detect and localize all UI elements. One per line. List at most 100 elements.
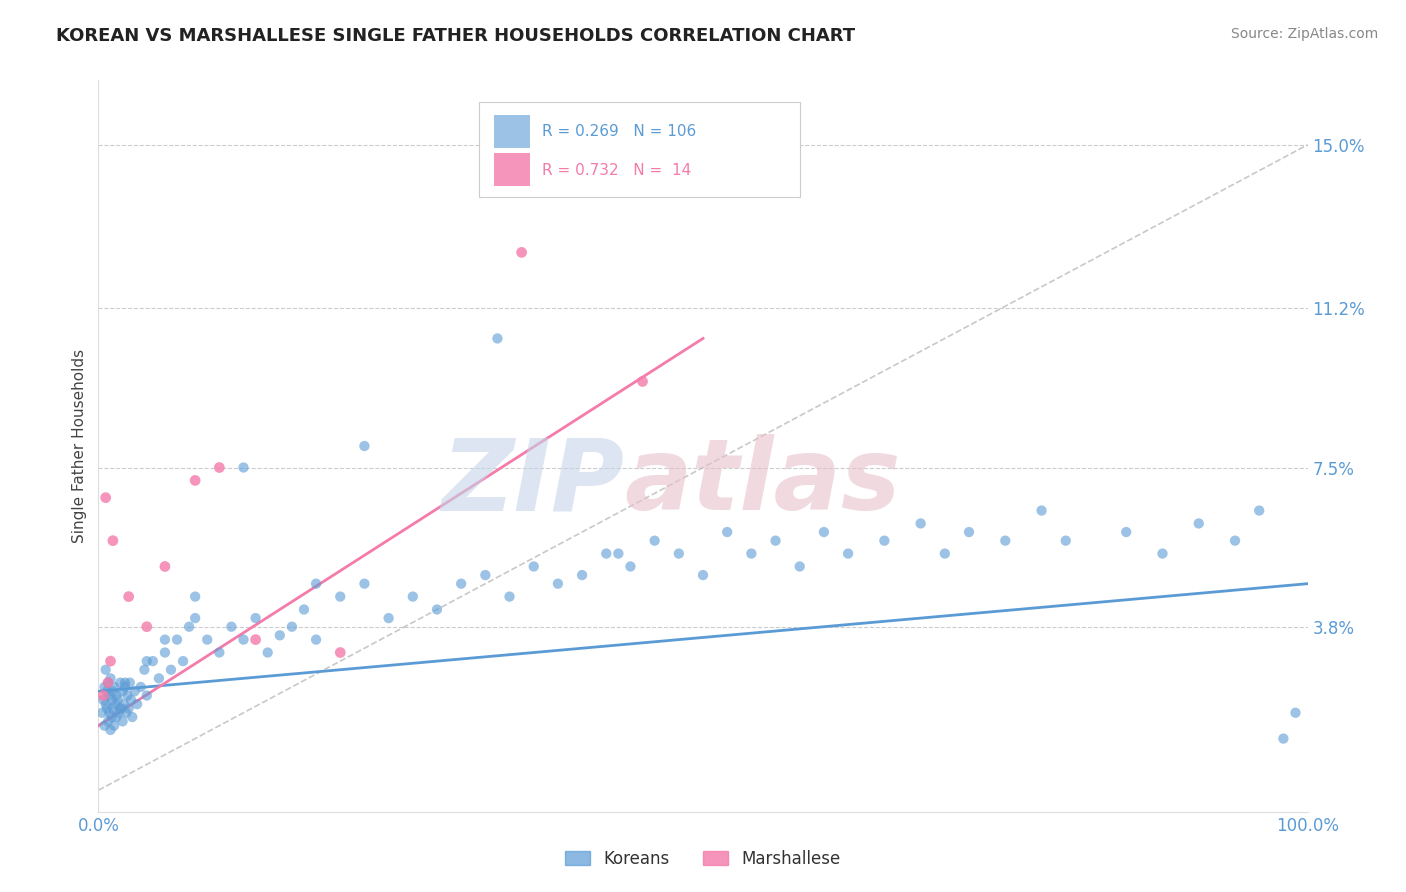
Point — [305, 632, 328, 647]
Point — [1223, 533, 1246, 548]
Point — [873, 533, 896, 548]
Point — [1115, 524, 1137, 539]
Point — [160, 663, 183, 677]
Point — [93, 680, 115, 694]
Point — [668, 547, 690, 561]
Point — [111, 684, 134, 698]
Point — [571, 568, 593, 582]
Point — [910, 516, 932, 531]
Point — [129, 680, 152, 694]
Point — [121, 710, 143, 724]
Point — [269, 628, 291, 642]
Point — [692, 568, 714, 582]
Point — [184, 611, 207, 625]
Point — [124, 684, 146, 698]
Point — [607, 547, 630, 561]
Point — [329, 590, 352, 604]
Point — [1031, 503, 1053, 517]
Point — [135, 654, 157, 668]
Point — [97, 714, 120, 729]
Point — [91, 689, 114, 703]
Point — [115, 706, 138, 720]
Point — [245, 611, 267, 625]
Point — [232, 460, 254, 475]
Point — [103, 680, 125, 694]
Point — [305, 576, 328, 591]
Point — [547, 576, 569, 591]
Point — [245, 632, 267, 647]
Point — [107, 693, 129, 707]
Point — [184, 590, 207, 604]
Point — [1054, 533, 1077, 548]
Point — [97, 675, 120, 690]
Text: atlas: atlas — [624, 434, 901, 531]
Point — [631, 375, 654, 389]
Point — [195, 632, 218, 647]
Point — [100, 671, 122, 685]
Legend: Koreans, Marshallese: Koreans, Marshallese — [558, 844, 848, 875]
Point — [94, 663, 117, 677]
Point — [105, 689, 128, 703]
Point — [135, 620, 157, 634]
Point — [644, 533, 666, 548]
Point — [98, 706, 121, 720]
Point — [135, 689, 157, 703]
Bar — [494, 153, 530, 186]
Point — [765, 533, 787, 548]
Point — [97, 675, 120, 690]
Point — [117, 689, 139, 703]
Point — [114, 680, 136, 694]
Point — [813, 524, 835, 539]
Point — [353, 439, 375, 453]
Text: R = 0.269   N = 106: R = 0.269 N = 106 — [543, 124, 696, 139]
Point — [740, 547, 762, 561]
Point — [93, 719, 115, 733]
Point — [510, 245, 533, 260]
Point — [402, 590, 425, 604]
Point — [120, 693, 142, 707]
Point — [221, 620, 243, 634]
Point — [103, 719, 125, 733]
Point — [486, 331, 509, 345]
Y-axis label: Single Father Households: Single Father Households — [72, 349, 87, 543]
Point — [1188, 516, 1211, 531]
Point — [118, 675, 141, 690]
Point — [994, 533, 1017, 548]
Point — [153, 632, 176, 647]
Point — [134, 663, 156, 677]
Point — [523, 559, 546, 574]
Point — [1272, 731, 1295, 746]
Point — [1284, 706, 1306, 720]
Point — [118, 590, 141, 604]
Point — [789, 559, 811, 574]
Point — [153, 646, 176, 660]
Point — [208, 646, 231, 660]
Point — [110, 701, 132, 715]
Point — [281, 620, 304, 634]
Point — [96, 684, 118, 698]
Point — [148, 671, 170, 685]
Point — [100, 723, 122, 737]
Point — [426, 602, 449, 616]
Point — [353, 576, 375, 591]
Point — [94, 697, 117, 711]
Point — [127, 697, 149, 711]
Point — [100, 654, 122, 668]
Point — [101, 533, 124, 548]
Point — [1152, 547, 1174, 561]
Point — [101, 684, 124, 698]
Point — [329, 646, 352, 660]
Point — [837, 547, 859, 561]
Point — [104, 697, 127, 711]
Point — [118, 701, 141, 715]
Point — [377, 611, 399, 625]
Point — [172, 654, 194, 668]
Point — [98, 689, 121, 703]
Text: Source: ZipAtlas.com: Source: ZipAtlas.com — [1230, 27, 1378, 41]
Point — [153, 559, 176, 574]
Point — [450, 576, 472, 591]
Point — [100, 710, 122, 724]
Point — [108, 701, 131, 715]
Point — [111, 714, 134, 729]
FancyBboxPatch shape — [479, 103, 800, 197]
